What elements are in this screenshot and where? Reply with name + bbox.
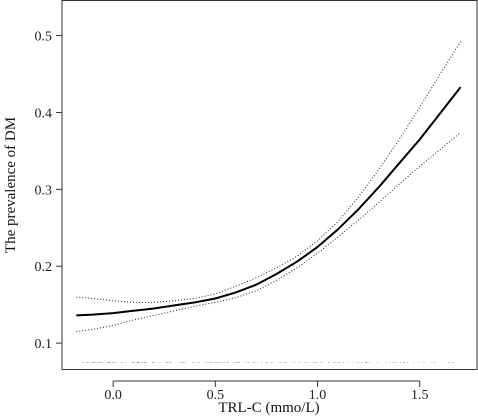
- y-tick-label: 0.1: [35, 337, 53, 352]
- x-tick-label: 0.5: [207, 388, 225, 403]
- y-tick-label: 0.3: [35, 183, 53, 198]
- fitted-line: [76, 86, 462, 317]
- ci-bound-line: [76, 41, 462, 303]
- ci-bound-line: [76, 132, 461, 333]
- y-axis-title: The prevalence of DM: [3, 117, 19, 253]
- plot-frame: [61, 0, 478, 370]
- y-axis: 0.1 0.2 0.3 0.4 0.5: [35, 30, 62, 352]
- x-tick-label: 1.0: [309, 388, 327, 403]
- x-tick-label: 1.5: [411, 388, 429, 403]
- x-tick-label: 0.0: [104, 388, 122, 403]
- y-tick-label: 0.4: [35, 106, 53, 121]
- y-tick-label: 0.5: [35, 30, 53, 45]
- confidence-band: [76, 41, 462, 333]
- fitted-curve: [76, 86, 462, 317]
- x-axis-title: TRL-C (mmo/L): [218, 400, 319, 416]
- y-tick-label: 0.2: [35, 260, 53, 275]
- x-axis: 0.0 0.5 1.0 1.5: [104, 380, 429, 403]
